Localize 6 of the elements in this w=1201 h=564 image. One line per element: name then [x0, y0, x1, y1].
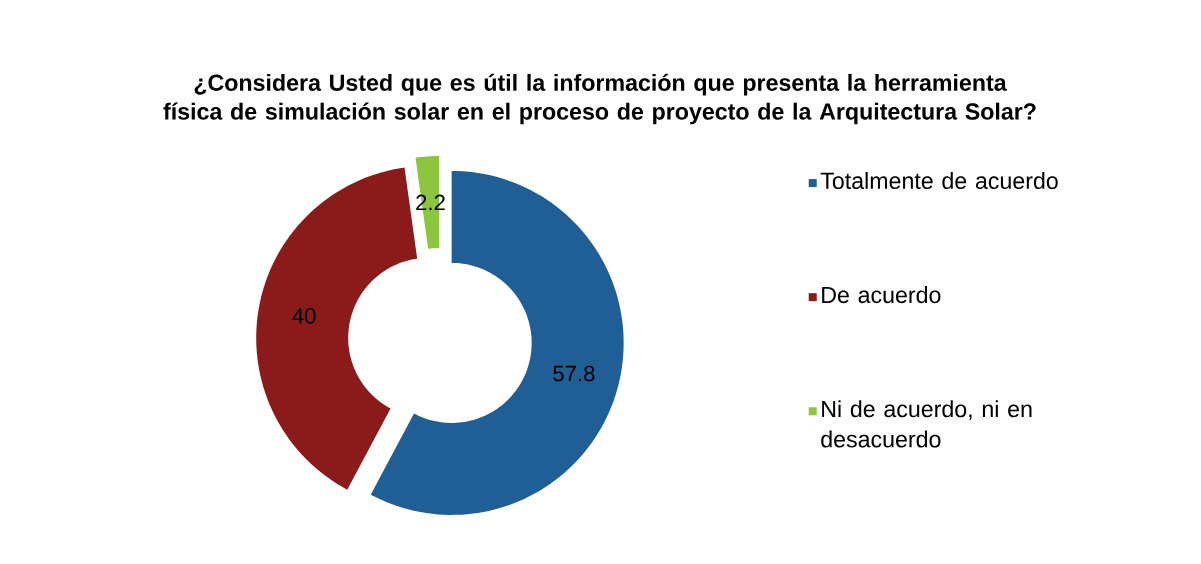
legend-label: Totalmente de acuerdo	[820, 172, 1058, 190]
chart-title: ¿Considera Usted que es útil la información que presenta la herramienta física de simulación solar en el proceso de proyecto de la Arquitectura Solar?	[163, 73, 1036, 125]
legend-label: De acuerdo	[822, 286, 941, 304]
data-label: 57.8	[553, 365, 595, 382]
data-label: 40	[292, 307, 316, 324]
legend-label: Ni de acuerdo, ni en desacuerdo	[821, 400, 1032, 448]
